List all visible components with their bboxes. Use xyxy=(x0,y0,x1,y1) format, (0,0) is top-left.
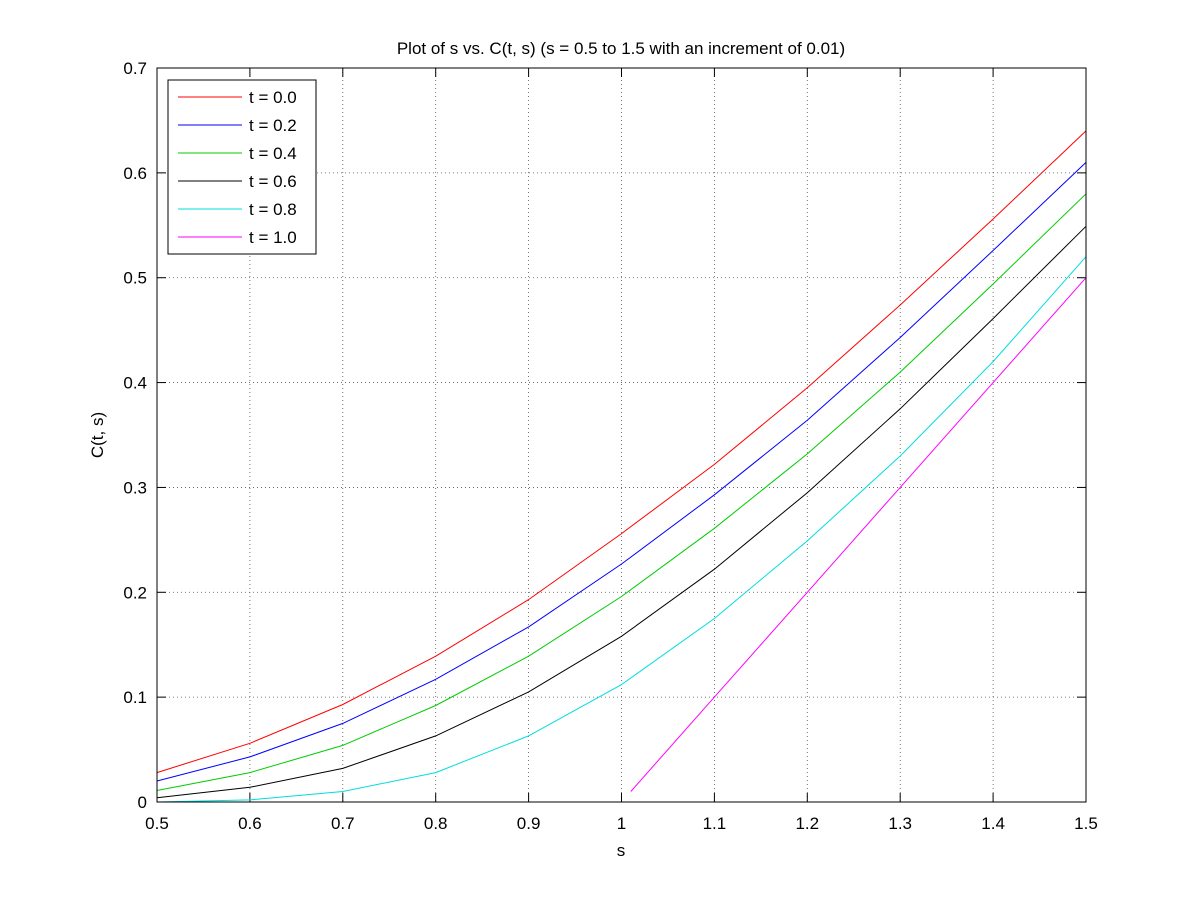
x-tick-label: 1.1 xyxy=(703,814,727,833)
legend-box xyxy=(167,79,317,255)
series-line xyxy=(156,225,1087,799)
x-tick-label: 1 xyxy=(617,814,626,833)
y-tick-label: 0.2 xyxy=(123,583,147,602)
y-tick-label: 0.4 xyxy=(123,374,147,393)
x-axis-label: s xyxy=(617,841,626,860)
series-line xyxy=(156,162,1087,782)
series-line xyxy=(156,256,1087,803)
x-tick-label: 0.7 xyxy=(331,814,355,833)
legend-entry: t = 0.6 xyxy=(249,172,297,191)
legend-entry: t = 0.2 xyxy=(249,116,297,135)
y-tick-label: 0 xyxy=(138,793,147,812)
series-lines xyxy=(156,130,1087,803)
legend-entry: t = 0.8 xyxy=(249,200,297,219)
legend-entry: t = 1.0 xyxy=(249,228,297,247)
plot-frame xyxy=(156,67,1087,803)
y-tick-label: 0.5 xyxy=(123,269,147,288)
grid xyxy=(157,68,1086,802)
x-tick-label: 0.8 xyxy=(424,814,448,833)
x-tick-label: 1.4 xyxy=(981,814,1005,833)
x-tick-labels: 0.5 0.6 0.7 0.8 0.9 1 1.1 1.2 1.3 1.4 1.5 xyxy=(145,814,1098,833)
y-tick-label: 0.1 xyxy=(123,688,147,707)
series-line xyxy=(156,193,1087,791)
y-tick-label: 0.7 xyxy=(123,59,147,78)
x-tick-label: 1.2 xyxy=(795,814,819,833)
axis-ticks xyxy=(156,67,1087,803)
legend: t = 0.0 t = 0.2 t = 0.4 t = 0.6 t = 0.8 t = 1… xyxy=(167,79,317,255)
y-tick-labels: 0 0.1 0.2 0.3 0.4 0.5 0.6 0.7 xyxy=(123,59,147,812)
x-tick-label: 1.3 xyxy=(888,814,912,833)
y-axis-label: C(t, s) xyxy=(88,412,107,458)
x-tick-label: 0.5 xyxy=(145,814,169,833)
legend-entry: t = 0.4 xyxy=(249,144,297,163)
x-tick-label: 0.9 xyxy=(517,814,541,833)
legend-entry: t = 0.0 xyxy=(249,88,297,107)
chart-title: Plot of s vs. C(t, s) (s = 0.5 to 1.5 wi… xyxy=(397,39,845,58)
x-tick-label: 1.5 xyxy=(1074,814,1098,833)
series-line xyxy=(630,277,1087,792)
series-line xyxy=(156,130,1087,774)
y-tick-label: 0.3 xyxy=(123,478,147,497)
y-tick-label: 0.6 xyxy=(123,164,147,183)
x-tick-label: 0.6 xyxy=(238,814,262,833)
